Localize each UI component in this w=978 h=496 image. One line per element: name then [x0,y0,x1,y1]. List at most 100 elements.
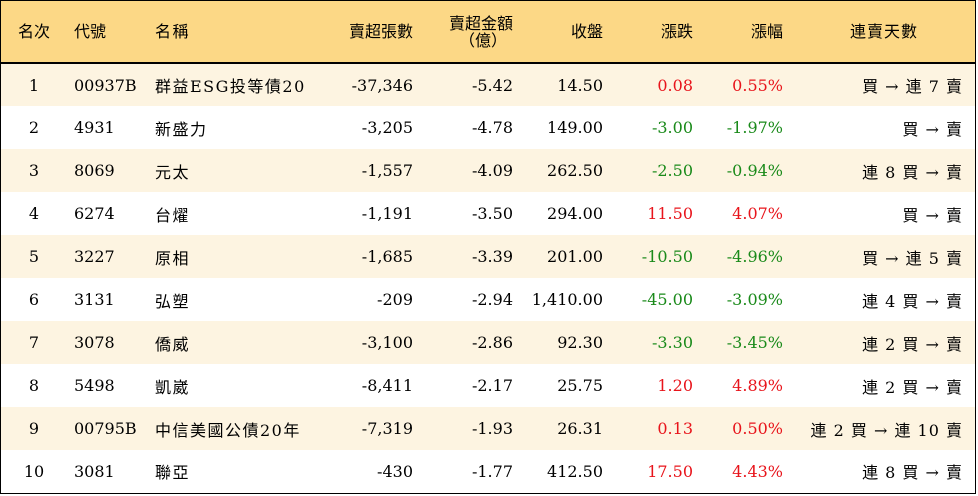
streak-cell: 買 → 賣 [902,119,963,139]
header-net-sell-shares: 賣超張數 [348,22,413,41]
net-sell-shares-cell: -430 [377,461,413,481]
table-row: 3 8069 元太 -1,557 -4.09 262.50 -2.50 -0.9… [1,149,975,192]
header-net-sell-amount: 賣超金額 （億） [423,1,523,63]
rank-cell: 10 [23,461,45,481]
net-sell-amount-cell: -4.78 [471,118,513,137]
header-pct-change: 漲幅 [750,22,783,41]
pct-change-cell: 4.43% [732,461,783,481]
stock-name-cell: 弘塑 [155,291,191,311]
close-price-cell: 92.30 [557,333,603,352]
table-row: 8 5498 凱崴 -8,411 -2.17 25.75 1.20 4.89% … [1,364,975,407]
close-price-cell: 25.75 [557,376,603,395]
streak-cell: 連 2 買 → 賣 [862,377,963,397]
rank-cell: 5 [28,247,40,266]
stock-name-cell: 台燿 [155,205,191,225]
stock-name-cell: 元太 [155,162,191,182]
net-sell-shares-cell: -209 [377,290,413,309]
table-row: 2 4931 新盛力 -3,205 -4.78 149.00 -3.00 -1.… [1,106,975,149]
price-change-cell: -2.50 [651,161,693,180]
stock-code-cell: 00795B [74,419,137,438]
stock-name-cell: 新盛力 [155,119,208,139]
price-change-cell: -10.50 [641,247,693,266]
stock-code-cell: 4931 [74,118,115,137]
header-net-sell-amount-line1: 賣超金額 [448,13,513,33]
net-sell-shares-cell: -37,346 [351,75,413,95]
streak-cell: 連 2 買 → 賣 [862,334,963,354]
close-price-cell: 1,410.00 [531,290,603,309]
stock-code-cell: 6274 [74,204,115,223]
table-row: 9 00795B 中信美國公債20年 -7,319 -1.93 26.31 0.… [1,407,975,450]
table-body: 1 00937B 群益ESG投等債20 -37,346 -5.42 14.50 … [1,63,975,492]
table-row: 5 3227 原相 -1,685 -3.39 201.00 -10.50 -4.… [1,235,975,278]
streak-cell: 連 2 買 → 連 10 賣 [810,420,963,440]
rank-cell: 1 [28,75,40,95]
price-change-cell: -3.00 [651,118,693,137]
table-row: 10 3081 聯亞 -430 -1.77 412.50 17.50 4.43%… [1,450,975,492]
header-name: 名稱 [155,22,191,41]
net-sell-shares-cell: -7,319 [361,419,413,438]
close-price-cell: 14.50 [557,75,603,95]
price-change-cell: -3.30 [651,333,693,352]
close-price-cell: 294.00 [547,204,603,223]
stock-name-cell: 中信美國公債20年 [155,420,301,440]
rank-cell: 6 [28,290,40,309]
streak-cell: 買 → 連 5 賣 [862,248,963,268]
stock-code-cell: 3081 [74,461,115,481]
stock-code-cell: 5498 [74,376,115,395]
pct-change-cell: 4.07% [732,204,783,223]
pct-change-cell: 0.50% [732,419,783,438]
net-sell-shares-cell: -1,557 [361,161,413,180]
net-sell-amount-cell: -4.09 [471,161,513,180]
streak-cell: 連 8 買 → 賣 [862,162,963,182]
header-code: 代號 [74,22,107,41]
rank-cell: 7 [28,333,40,352]
close-price-cell: 149.00 [547,118,603,137]
rank-cell: 9 [28,419,40,438]
stock-name-cell: 原相 [155,248,191,268]
net-sell-amount-cell: -2.94 [471,290,513,309]
net-sell-amount-cell: -2.86 [471,333,513,352]
pct-change-cell: -3.09% [726,290,783,309]
pct-change-cell: -3.45% [726,333,783,352]
streak-cell: 買 → 賣 [902,205,963,225]
table-row: 1 00937B 群益ESG投等債20 -37,346 -5.42 14.50 … [1,63,975,106]
streak-cell: 連 4 買 → 賣 [862,291,963,311]
stock-code-cell: 00937B [74,75,137,95]
stock-code-cell: 8069 [74,161,115,180]
rank-cell: 4 [28,204,40,223]
net-sell-shares-cell: -3,100 [361,333,413,352]
streak-cell: 連 8 買 → 賣 [862,463,963,482]
net-sell-shares-cell: -1,685 [361,247,413,266]
net-sell-shares-cell: -3,205 [361,118,413,137]
header-change: 漲跌 [660,22,693,41]
net-sell-amount-cell: -1.93 [471,419,513,438]
stock-code-cell: 3227 [74,247,115,266]
stock-name-cell: 群益ESG投等債20 [155,77,306,96]
pct-change-cell: 4.89% [732,376,783,395]
table-header-row: 名次 代號 名稱 賣超張數 賣超金額 （億） 收盤 漲跌 漲幅 連賣天數 [1,1,975,63]
pct-change-cell: -4.96% [726,247,783,266]
rank-cell: 8 [28,376,40,395]
price-change-cell: 1.20 [657,376,693,395]
net-sell-shares-cell: -8,411 [361,376,413,395]
table-row: 4 6274 台燿 -1,191 -3.50 294.00 11.50 4.07… [1,192,975,235]
price-change-cell: 17.50 [647,461,693,481]
price-change-cell: 11.50 [647,204,693,223]
header-rank: 名次 [17,22,50,41]
price-change-cell: 0.13 [657,419,693,438]
header-close: 收盤 [570,22,603,41]
streak-cell: 買 → 連 7 賣 [862,77,963,96]
net-sell-amount-cell: -1.77 [471,461,513,481]
pct-change-cell: -1.97% [726,118,783,137]
net-sell-amount-cell: -3.39 [471,247,513,266]
pct-change-cell: 0.55% [732,75,783,95]
stock-name-cell: 聯亞 [155,463,191,482]
header-streak: 連賣天數 [849,22,918,41]
stock-name-cell: 僑威 [155,334,191,354]
pct-change-cell: -0.94% [726,161,783,180]
net-sell-amount-cell: -5.42 [471,75,513,95]
price-change-cell: 0.08 [657,75,693,95]
table-row: 7 3078 僑威 -3,100 -2.86 92.30 -3.30 -3.45… [1,321,975,364]
